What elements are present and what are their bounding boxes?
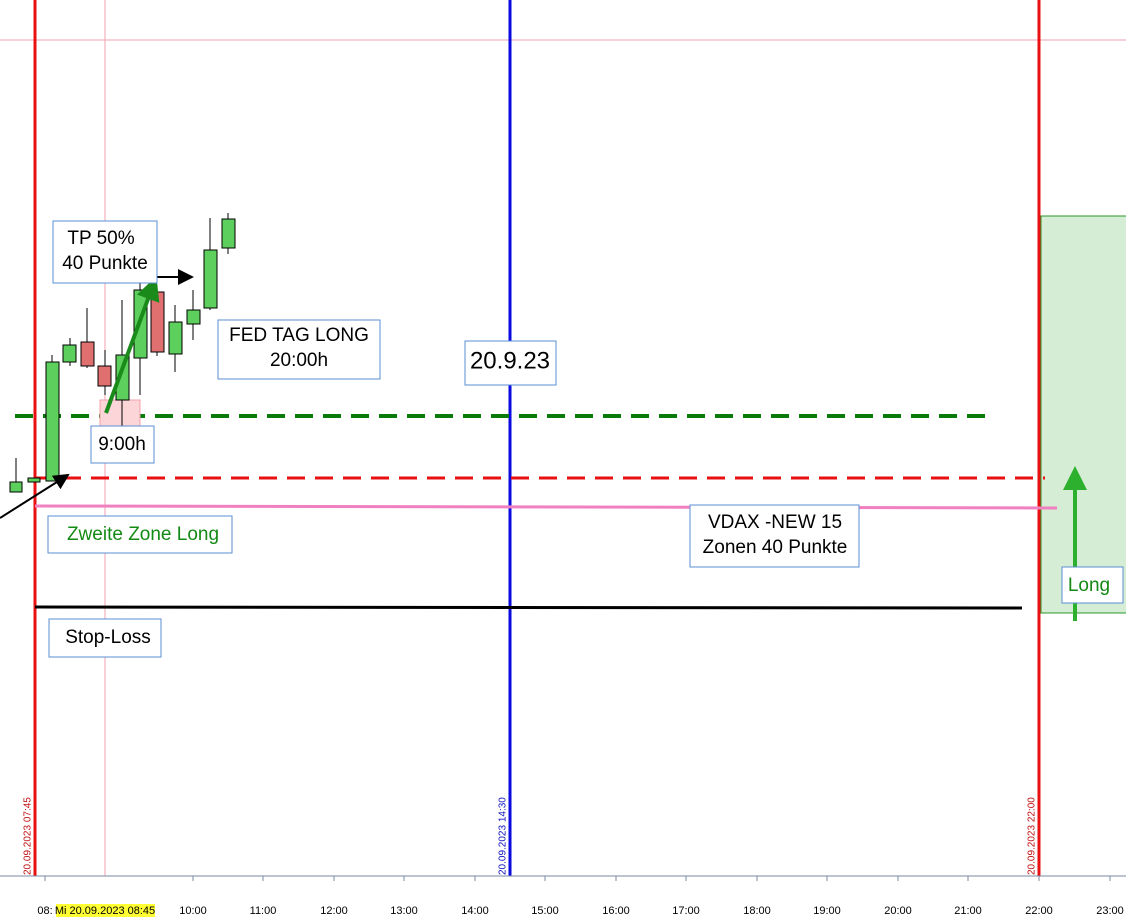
cursor-label: Mi 20.09.2023 08:45 bbox=[55, 905, 155, 917]
candle bbox=[186, 309, 201, 325]
time-axis: 08: 10:00 11:00 12:00 13:00 14:00 15:00 16:00 17… bbox=[37, 876, 1124, 917]
annotation: 9:00h bbox=[98, 434, 146, 455]
candle bbox=[27, 477, 41, 483]
time-tick-label: 18:00 bbox=[743, 905, 771, 917]
candle bbox=[115, 354, 130, 401]
annotation: 20:00h bbox=[270, 350, 328, 371]
time-tick-label: 13:00 bbox=[390, 905, 418, 917]
candle bbox=[203, 249, 218, 309]
annotation-box bbox=[1061, 566, 1124, 604]
time-tick-label: 20:00 bbox=[884, 905, 912, 917]
time-tick-label: 14:00 bbox=[461, 905, 489, 917]
time-tick-label: 12:00 bbox=[320, 905, 348, 917]
time-tick-label: 08: bbox=[37, 905, 52, 917]
time-tick-label: 11:00 bbox=[250, 905, 277, 917]
time-tick-label: 16:00 bbox=[602, 905, 630, 917]
arrow bbox=[104, 276, 160, 414]
vline-label: 20.09.2023 07:45 bbox=[23, 797, 34, 875]
time-tick-label: 22:00 bbox=[1025, 905, 1053, 917]
candle bbox=[97, 365, 112, 387]
annotation: Long bbox=[1068, 575, 1110, 596]
annotation-box bbox=[90, 425, 155, 464]
annotation: TP 50% bbox=[67, 228, 134, 249]
annotation-box bbox=[464, 340, 557, 386]
candle bbox=[62, 344, 77, 363]
pink-level bbox=[34, 504, 1058, 510]
cursor-label-bg bbox=[56, 904, 155, 917]
annotation: 40 Punkte bbox=[62, 253, 148, 274]
candle bbox=[45, 361, 60, 482]
annotation-box bbox=[47, 515, 233, 554]
vline-label: 20.09.2023 22:00 bbox=[1027, 797, 1038, 875]
vline-label: 20.09.2023 14:30 bbox=[498, 797, 509, 875]
time-tick-label: 21:00 bbox=[954, 905, 982, 917]
candle bbox=[80, 341, 95, 367]
annotation-box bbox=[52, 220, 158, 284]
annotation: FED TAG LONG bbox=[229, 325, 369, 346]
annotation: VDAX -NEW 15 bbox=[708, 512, 842, 533]
annotation-box bbox=[689, 504, 860, 568]
time-tick-label: 10:00 bbox=[179, 905, 207, 917]
annotation: Zweite Zone Long bbox=[67, 524, 219, 545]
time-tick-label: 17:00 bbox=[672, 905, 700, 917]
annotation-box bbox=[217, 319, 381, 380]
candle bbox=[150, 291, 165, 353]
time-tick-label: 23:00 bbox=[1096, 905, 1124, 917]
annotation: Stop-Loss bbox=[65, 627, 151, 648]
arrow bbox=[0, 473, 70, 519]
stop-loss-level bbox=[34, 605, 1023, 610]
annotation: 20.9.23 bbox=[470, 347, 550, 374]
candle bbox=[168, 321, 183, 355]
long-zone bbox=[1040, 215, 1126, 614]
time-tick-label: 19:00 bbox=[813, 905, 841, 917]
annotation: Zonen 40 Punkte bbox=[703, 537, 848, 558]
candle bbox=[221, 218, 236, 249]
time-tick-label: 15:00 bbox=[531, 905, 559, 917]
candle bbox=[9, 481, 23, 493]
annotation-box bbox=[48, 618, 162, 658]
